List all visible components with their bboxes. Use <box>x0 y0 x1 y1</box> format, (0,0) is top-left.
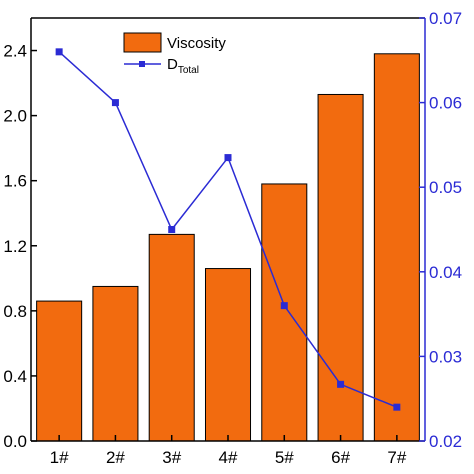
x-tick-label: 7# <box>387 448 406 467</box>
line-series-dtotal <box>55 48 401 411</box>
dtotal-point-3 <box>168 226 176 233</box>
dtotal-point-4 <box>224 154 232 162</box>
dtotal-point-5 <box>280 302 288 310</box>
legend-label-dtotal-subscript: Total <box>178 65 199 76</box>
x-tick-label: 6# <box>331 448 350 467</box>
dtotal-point-2 <box>111 99 119 107</box>
bar-3 <box>148 233 195 442</box>
axes: 0.0 0.4 0.8 1.2 1.6 2.0 2.4 0.02 0.03 0.04 0.05 0.0… <box>3 9 462 467</box>
bar-6 <box>317 93 364 442</box>
left-tick-label: 1.2 <box>3 237 27 256</box>
x-tick-label: 5# <box>275 448 294 467</box>
legend-swatch-viscosity <box>123 32 162 53</box>
bar-series-viscosity <box>36 53 420 442</box>
left-tick-label: 0.0 <box>3 432 27 451</box>
right-tick-label: 0.02 <box>429 432 462 451</box>
bar-2 <box>92 285 139 442</box>
bar-7 <box>373 53 420 442</box>
right-tick-label: 0.05 <box>429 178 462 197</box>
dtotal-point-7 <box>393 403 401 411</box>
bar-1 <box>36 300 83 442</box>
dtotal-point-6 <box>337 380 345 388</box>
legend-label-dtotal-main: D <box>167 56 178 73</box>
right-tick-label: 0.06 <box>429 94 462 113</box>
legend: Viscosity DTotal <box>123 32 226 76</box>
right-tick-label: 0.04 <box>429 263 462 282</box>
x-tick-label: 2# <box>106 448 125 467</box>
left-tick-label: 0.4 <box>3 367 27 386</box>
bar-5 <box>261 183 308 442</box>
left-tick-label: 0.8 <box>3 302 27 321</box>
x-tick-label: 1# <box>50 448 69 467</box>
x-tick-label: 3# <box>162 448 181 467</box>
bar-4 <box>204 268 252 442</box>
legend-label-viscosity: Viscosity <box>167 35 226 52</box>
left-tick-label: 2.0 <box>3 107 27 126</box>
dtotal-point-1 <box>55 48 63 56</box>
x-tick-label: 4# <box>219 448 238 467</box>
left-tick-label: 2.4 <box>3 42 27 61</box>
right-tick-label: 0.07 <box>429 9 462 28</box>
legend-label-dtotal: DTotal <box>167 56 199 76</box>
right-tick-label: 0.03 <box>429 347 462 366</box>
legend-swatch-dtotal-marker <box>139 61 145 67</box>
left-tick-label: 1.6 <box>3 172 27 191</box>
